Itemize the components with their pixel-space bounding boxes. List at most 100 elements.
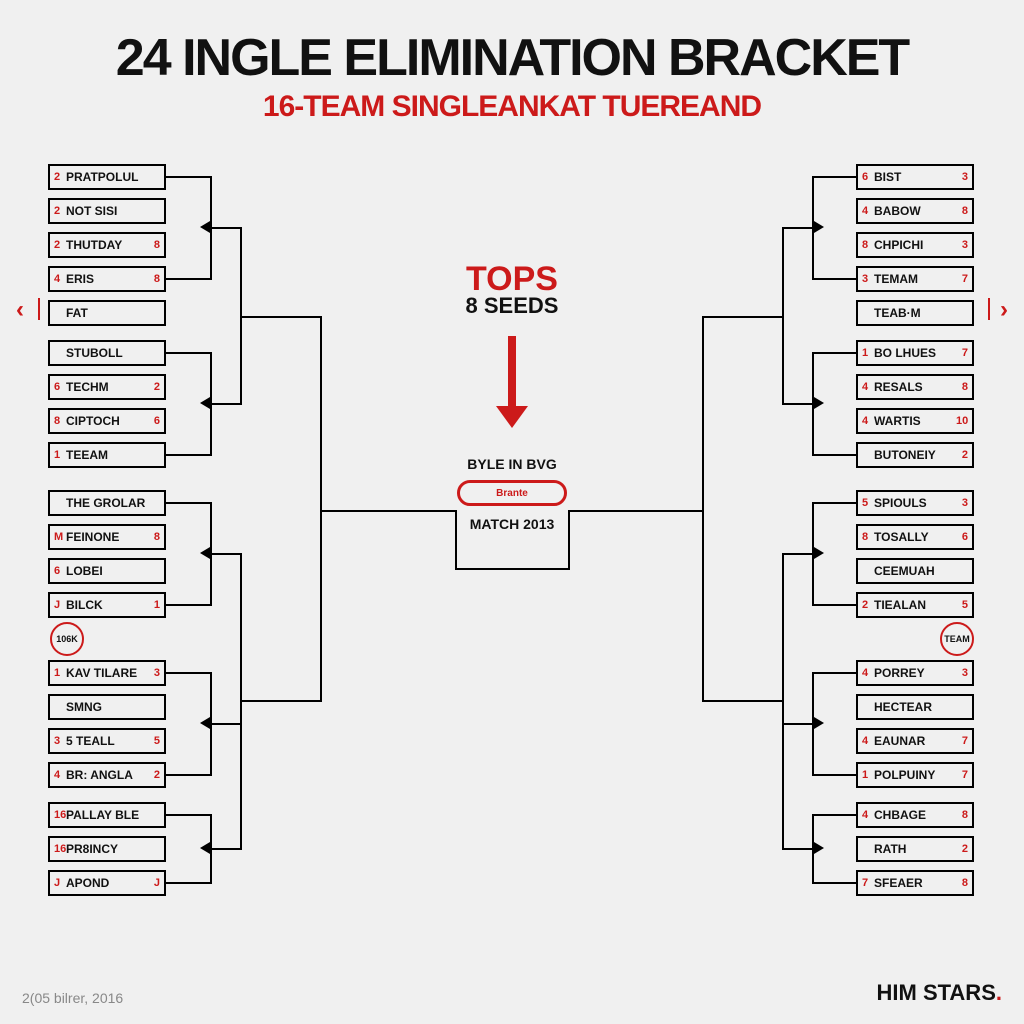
seed-number: 6: [862, 171, 874, 183]
right-team-box: HECTEAR: [856, 694, 974, 720]
seed-number: 1: [148, 599, 160, 611]
seed-number: 6: [956, 531, 968, 543]
left-team-box: 1KAV TILARE3: [48, 660, 166, 686]
seed-number: 3: [956, 497, 968, 509]
team-name: EAUNAR: [874, 734, 956, 748]
nav-left-icon[interactable]: ‹: [16, 296, 24, 324]
team-name: BIST: [874, 170, 956, 184]
seed-number: 3: [54, 735, 66, 747]
team-name: HECTEAR: [874, 700, 956, 714]
left-team-box: STUBOLL: [48, 340, 166, 366]
bracket-line: [240, 723, 242, 850]
seed-number: 4: [862, 735, 874, 747]
team-name: THE GROLAR: [66, 496, 148, 510]
bracket-line: [166, 672, 210, 674]
team-name: SMNG: [66, 700, 148, 714]
seed-number: 8: [956, 205, 968, 217]
left-team-box: 2NOT SISI: [48, 198, 166, 224]
left-team-box: 6TECHM2: [48, 374, 166, 400]
bracket-line: [814, 454, 858, 456]
seed-number: J: [54, 599, 66, 611]
seed-number: 7: [956, 273, 968, 285]
seed-number: 4: [862, 205, 874, 217]
team-name: PR8INCY: [66, 842, 148, 856]
team-name: SPIOULS: [874, 496, 956, 510]
seed-number: 3: [862, 273, 874, 285]
right-team-box: CEEMUAH: [856, 558, 974, 584]
center-label: TOPS 8 SEEDS: [466, 260, 559, 319]
right-team-box: 4CHBAGE8: [856, 802, 974, 828]
team-name: PRATPOLUL: [66, 170, 148, 184]
arrow-icon: [200, 547, 210, 559]
team-name: TIEALAN: [874, 598, 956, 612]
bracket-line: [455, 568, 570, 570]
seed-number: 8: [862, 531, 874, 543]
left-team-box: 2PRATPOLUL: [48, 164, 166, 190]
seed-number: 2: [54, 205, 66, 217]
bracket-line: [166, 774, 210, 776]
seeds-label: 8 SEEDS: [466, 293, 559, 319]
team-name: RESALS: [874, 380, 956, 394]
team-name: CEEMUAH: [874, 564, 956, 578]
seed-number: 8: [956, 381, 968, 393]
seed-number: 7: [956, 769, 968, 781]
page-title: 24 INGLE ELIMINATION BRACKET: [0, 0, 1024, 88]
right-team-box: 4BABOW8: [856, 198, 974, 224]
bracket-line: [210, 403, 240, 405]
team-name: PORREY: [874, 666, 956, 680]
team-name: PALLAY BLE: [66, 808, 148, 822]
seed-number: 7: [956, 735, 968, 747]
bracket-line: [784, 848, 814, 850]
team-name: NOT SISI: [66, 204, 148, 218]
bracket-line: [166, 278, 210, 280]
seed-number: 3: [956, 239, 968, 251]
nav-tick: [988, 298, 990, 320]
footer-copyright: 2(05 bilrer, 2016: [22, 990, 123, 1006]
seed-number: 7: [862, 877, 874, 889]
left-team-box: 2THUTDAY8: [48, 232, 166, 258]
arrow-icon: [814, 397, 824, 409]
badge-left: 106K: [50, 622, 84, 656]
seed-number: 6: [148, 415, 160, 427]
team-name: SFEAER: [874, 876, 956, 890]
team-name: FEINONE: [66, 530, 148, 544]
left-team-box: JBILCK1: [48, 592, 166, 618]
team-name: POLPUINY: [874, 768, 956, 782]
bracket-line: [704, 316, 784, 318]
right-team-box: 8CHPICHI3: [856, 232, 974, 258]
arrow-icon: [200, 842, 210, 854]
seed-number: J: [148, 877, 160, 889]
left-team-box: 6LOBEI: [48, 558, 166, 584]
seed-number: 8: [862, 239, 874, 251]
seed-number: 5: [862, 497, 874, 509]
champion-slot: Brante: [457, 480, 567, 506]
seed-number: 1: [862, 347, 874, 359]
seed-number: 4: [54, 769, 66, 781]
team-name: CHBAGE: [874, 808, 956, 822]
seed-number: 3: [956, 171, 968, 183]
right-team-box: 5SPIOULS3: [856, 490, 974, 516]
left-team-box: 8CIPTOCH6: [48, 408, 166, 434]
footer-brand: HIM STARS.: [877, 980, 1003, 1006]
right-team-box: 4RESALS8: [856, 374, 974, 400]
seed-number: 2: [54, 171, 66, 183]
arrow-icon: [200, 221, 210, 233]
team-name: TOSALLY: [874, 530, 956, 544]
bracket-line: [166, 814, 210, 816]
team-name: BR: ANGLA: [66, 768, 148, 782]
bracket-line: [166, 176, 210, 178]
bracket-line: [702, 316, 704, 702]
team-name: STUBOLL: [66, 346, 148, 360]
nav-right-icon[interactable]: ›: [1000, 296, 1008, 324]
seed-number: 3: [956, 667, 968, 679]
right-team-box: RATH2: [856, 836, 974, 862]
team-name: THUTDAY: [66, 238, 148, 252]
bracket-line: [240, 700, 320, 702]
team-name: TEEAM: [66, 448, 148, 462]
seed-number: 2: [54, 239, 66, 251]
bracket-line: [814, 882, 858, 884]
bracket-line: [704, 700, 784, 702]
seed-number: J: [54, 877, 66, 889]
arrow-icon: [200, 397, 210, 409]
team-name: BUTONEIY: [874, 448, 956, 462]
